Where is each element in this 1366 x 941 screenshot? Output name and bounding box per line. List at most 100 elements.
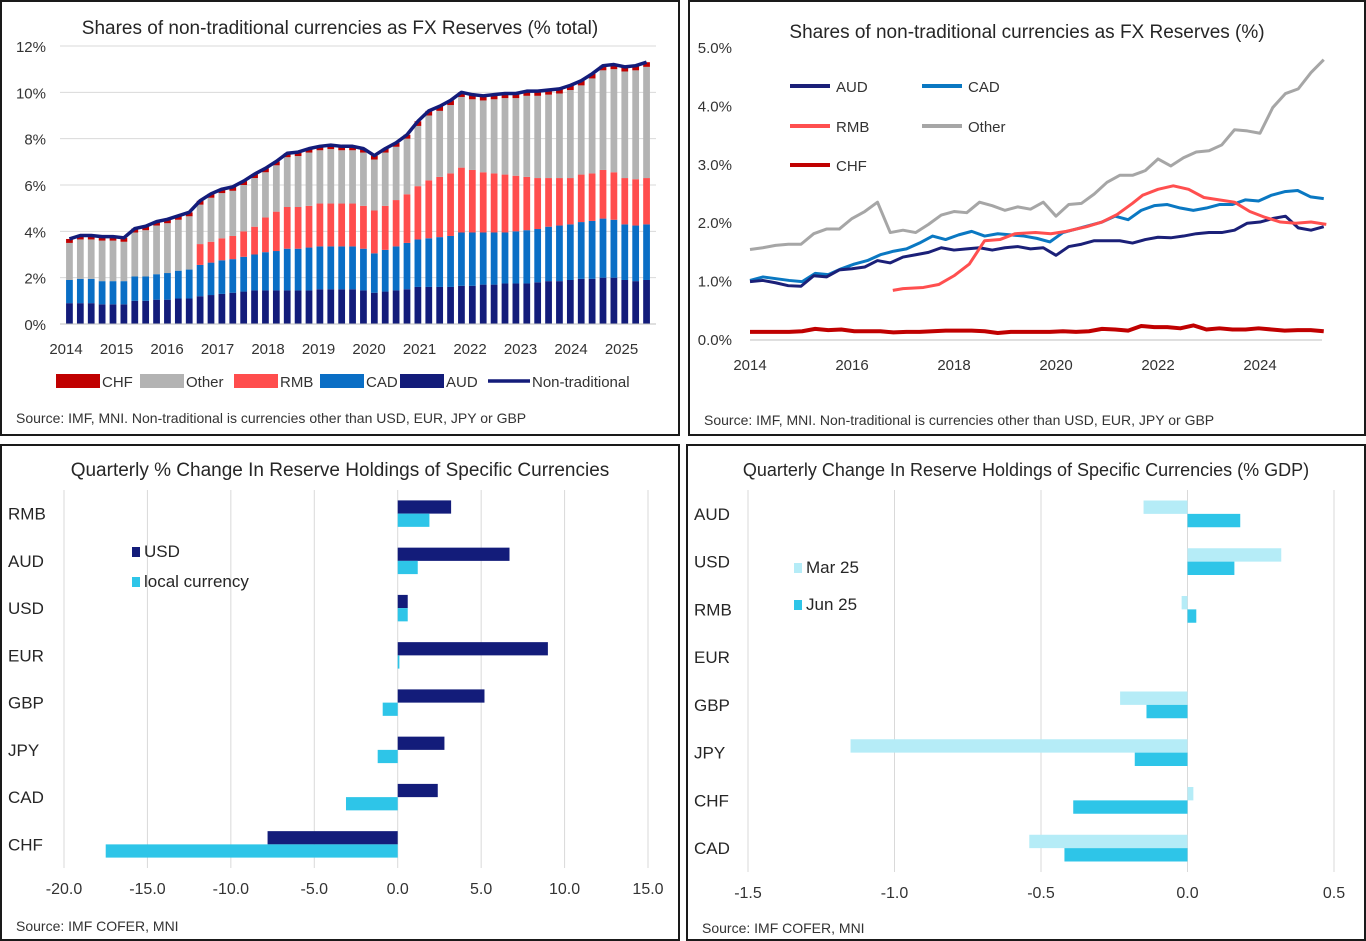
aud-bar bbox=[142, 300, 150, 324]
cad-bar bbox=[588, 220, 596, 279]
cad-bar bbox=[76, 278, 84, 304]
aud-bar bbox=[164, 299, 171, 324]
chf-bar bbox=[588, 73, 596, 79]
other-bar bbox=[283, 157, 291, 208]
aud-bar bbox=[316, 289, 324, 324]
bar-mar-25 bbox=[1187, 548, 1282, 562]
aud-bar bbox=[621, 279, 629, 324]
other-bar bbox=[174, 219, 182, 271]
cad-bar bbox=[229, 259, 237, 293]
x-tick-label: 2016 bbox=[150, 341, 183, 358]
other-bar bbox=[338, 150, 346, 204]
legend-label: Jun 25 bbox=[806, 595, 857, 614]
category-label: CAD bbox=[8, 788, 44, 807]
rmb-bar bbox=[545, 178, 552, 227]
category-label: EUR bbox=[8, 646, 44, 665]
legend-swatch bbox=[56, 374, 100, 388]
category-label: CHF bbox=[694, 791, 729, 810]
rmb-bar bbox=[207, 241, 215, 263]
legend-label: Non-traditional bbox=[532, 374, 630, 391]
cad-bar bbox=[185, 269, 193, 299]
bar-jun-25 bbox=[1073, 800, 1188, 814]
line-chart: 0.0% 1.0% 2.0% 3.0% 4.0% 5.0% 2014 2016 2018 2020… bbox=[698, 40, 1327, 374]
aud-bar bbox=[370, 292, 378, 324]
rmb-bar bbox=[610, 172, 618, 220]
cad-bar bbox=[545, 226, 552, 282]
other-bar bbox=[523, 95, 531, 177]
x-tick-label: -5.0 bbox=[300, 881, 328, 898]
chart-source: Source: IMF, MNI. Non-traditional is cur… bbox=[704, 412, 1215, 428]
bar-usd bbox=[267, 831, 398, 845]
x-tick-label: 2021 bbox=[403, 341, 436, 358]
cad-bar bbox=[414, 239, 422, 287]
aud-bar bbox=[556, 281, 563, 324]
panel-stacked-shares: Shares of non-traditional currencies as … bbox=[0, 0, 680, 436]
aud-bar bbox=[588, 278, 596, 324]
other-bar bbox=[164, 223, 171, 274]
chf-bar bbox=[316, 146, 324, 151]
rmb-bar bbox=[305, 205, 313, 248]
x-tick-label: -1.0 bbox=[881, 885, 909, 902]
y-tick-label: 12% bbox=[16, 39, 46, 56]
cad-bar bbox=[599, 218, 607, 278]
cad-bar bbox=[196, 264, 204, 297]
y-tick-label: 4% bbox=[24, 224, 46, 241]
bar-usd bbox=[397, 500, 452, 514]
other-bar bbox=[196, 204, 204, 245]
aud-bar bbox=[349, 289, 356, 324]
rmb-bar bbox=[360, 205, 367, 249]
chf-bar bbox=[534, 91, 542, 96]
other-bar bbox=[512, 98, 520, 176]
rmb-bar bbox=[349, 203, 356, 247]
cad-bar bbox=[131, 276, 139, 301]
cad-bar bbox=[458, 232, 465, 286]
y-tick-label: 2.0% bbox=[698, 215, 732, 232]
category-label: CAD bbox=[694, 839, 730, 858]
category-label: JPY bbox=[694, 744, 725, 763]
x-tick-label: 2018 bbox=[937, 357, 970, 374]
x-tick-label: 0.5 bbox=[1323, 885, 1345, 902]
aud-bar bbox=[262, 290, 269, 324]
aud-bar bbox=[360, 290, 367, 324]
x-tick-label: -10.0 bbox=[213, 881, 250, 898]
category-label: RMB bbox=[8, 505, 46, 524]
other-bar bbox=[316, 150, 324, 204]
rmb-bar bbox=[196, 244, 204, 265]
bar-usd bbox=[397, 547, 510, 561]
chf-bar bbox=[599, 65, 607, 71]
aud-bar bbox=[153, 299, 160, 324]
category-label: JPY bbox=[8, 741, 39, 760]
other-bar bbox=[414, 125, 422, 187]
cad-bar bbox=[425, 238, 433, 287]
x-tick-label: 2020 bbox=[352, 341, 385, 358]
aud-bar bbox=[523, 283, 531, 324]
aud-bar bbox=[294, 290, 302, 324]
other-bar bbox=[381, 152, 389, 206]
cad-bar bbox=[283, 248, 291, 291]
rmb-bar bbox=[403, 194, 411, 243]
aud-bar bbox=[458, 285, 465, 324]
other-bar bbox=[545, 94, 552, 179]
x-tick-label: 2014 bbox=[733, 357, 766, 374]
bar-mar-25 bbox=[850, 739, 1188, 753]
cad-bar bbox=[338, 246, 346, 290]
bar-local-currency bbox=[377, 749, 398, 764]
legend-swatch bbox=[234, 374, 278, 388]
aud-bar bbox=[120, 304, 128, 324]
cad-bar bbox=[66, 279, 73, 304]
bar-local-currency bbox=[397, 560, 418, 575]
x-tick-label: 2015 bbox=[100, 341, 133, 358]
other-bar bbox=[207, 197, 215, 242]
legend-swatch bbox=[794, 600, 802, 610]
aud-bar bbox=[447, 286, 454, 324]
x-tick-label: 2022 bbox=[1141, 357, 1174, 374]
cad-bar bbox=[174, 270, 182, 299]
aud-bar bbox=[403, 289, 411, 324]
rmb-bar bbox=[643, 178, 650, 225]
rmb-bar bbox=[577, 174, 585, 223]
other-bar bbox=[370, 159, 378, 211]
bar-mar-25 bbox=[1143, 500, 1188, 514]
chf-bar bbox=[338, 146, 346, 151]
other-bar bbox=[534, 95, 542, 179]
category-label: AUD bbox=[694, 505, 730, 524]
